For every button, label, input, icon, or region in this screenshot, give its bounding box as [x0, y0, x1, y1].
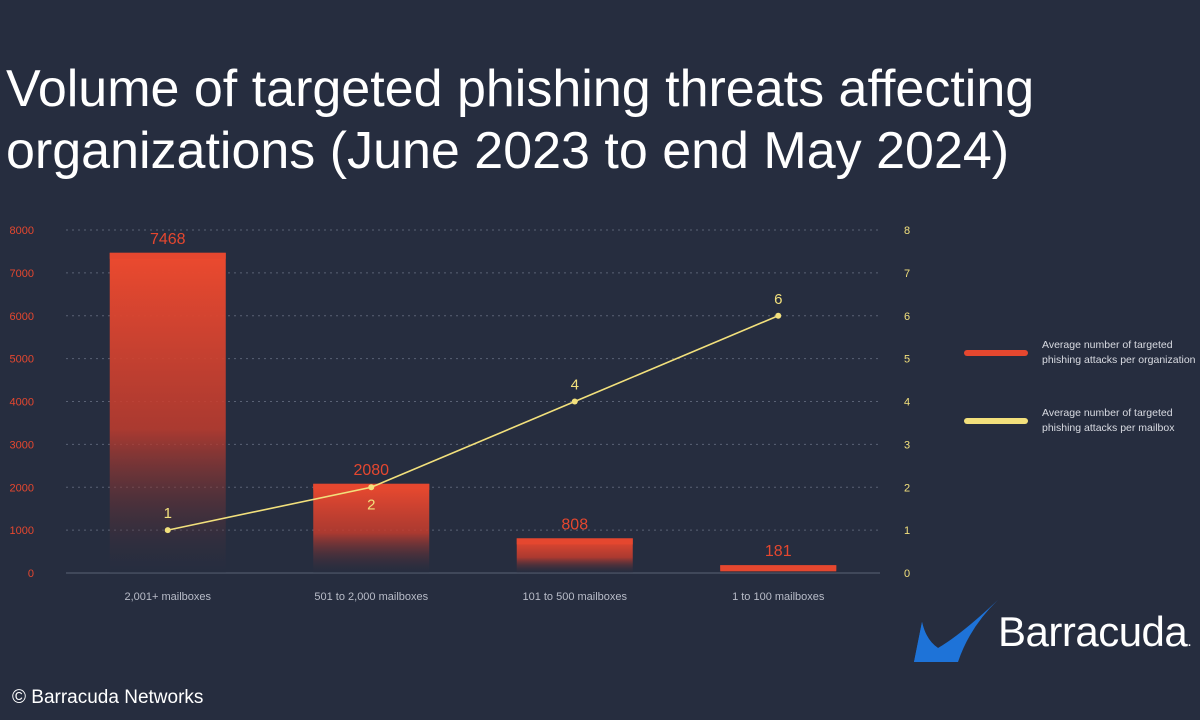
- left-tick-label: 3000: [10, 439, 34, 451]
- bar-cap: [516, 538, 633, 545]
- bar: [109, 252, 226, 573]
- legend-item-organization: Average number of targeted phishing atta…: [964, 338, 1200, 372]
- bar-value-label: 808: [561, 516, 588, 533]
- left-tick-label: 6000: [10, 311, 34, 323]
- copyright-notice: © Barracuda Networks: [12, 687, 204, 708]
- right-tick-label: 2: [904, 482, 910, 494]
- bar-group: 808: [516, 516, 633, 573]
- right-tick-label: 6: [904, 311, 910, 323]
- barracuda-fin-icon: [914, 599, 998, 662]
- bar-value-label: 181: [765, 543, 792, 560]
- category-label: 101 to 500 mailboxes: [522, 591, 627, 603]
- legend-label-mailbox: Average number of targeted phishing atta…: [1042, 407, 1175, 434]
- right-axis-ticks: 0 1 2 3 4 5 6 7 8: [904, 225, 910, 580]
- legend-item-mailbox: Average number of targeted phishing atta…: [964, 406, 1200, 440]
- barracuda-logo: Barracuda.: [912, 596, 1200, 666]
- left-tick-label: 4000: [10, 397, 34, 409]
- right-tick-label: 7: [904, 268, 910, 280]
- category-label: 1 to 100 mailboxes: [732, 591, 825, 603]
- right-tick-label: 1: [904, 525, 910, 537]
- right-tick-label: 5: [904, 354, 910, 366]
- bar-group: 2080: [313, 462, 430, 573]
- left-tick-label: 0: [28, 568, 34, 580]
- line-value-label: 2: [367, 496, 375, 513]
- left-axis-ticks: 0 1000 2000 3000 4000 5000 6000 7000 8000: [10, 225, 34, 580]
- left-tick-label: 1000: [10, 525, 34, 537]
- bar-group: 7468: [109, 231, 226, 573]
- line-value-label: 1: [164, 505, 172, 522]
- chart-title-line-2: organizations (June 2023 to end May 2024…: [6, 122, 1010, 180]
- left-tick-label: 8000: [10, 225, 34, 237]
- bar-cap: [109, 252, 226, 259]
- category-label: 501 to 2,000 mailboxes: [314, 591, 428, 603]
- left-tick-label: 7000: [10, 268, 34, 280]
- bar-series: 7468 2080 808 181: [109, 231, 837, 573]
- legend-line-swatch: [964, 418, 1028, 424]
- category-labels: 2,001+ mailboxes 501 to 2,000 mailboxes 10…: [124, 591, 824, 603]
- line-value-label: 4: [571, 377, 579, 394]
- bar-value-label: 2080: [353, 462, 389, 479]
- left-tick-label: 5000: [10, 354, 34, 366]
- chart-title-line-1: Volume of targeted phishing threats affe…: [6, 60, 1035, 118]
- line-point: [164, 527, 171, 534]
- bar: [313, 483, 430, 573]
- right-tick-label: 8: [904, 225, 910, 237]
- bar-group: 181: [720, 543, 837, 573]
- right-tick-label: 0: [904, 568, 910, 580]
- left-tick-label: 2000: [10, 482, 34, 494]
- right-tick-label: 4: [904, 397, 910, 409]
- bar-value-label: 7468: [150, 231, 186, 248]
- legend-bar-swatch: [964, 350, 1028, 356]
- line-path: [167, 315, 779, 531]
- line-point: [775, 312, 782, 319]
- barracuda-wordmark: Barracuda.: [998, 608, 1192, 655]
- line-point: [571, 398, 578, 405]
- right-tick-label: 3: [904, 439, 910, 451]
- bar-cap: [720, 565, 837, 572]
- line-point: [368, 484, 375, 491]
- line-series: 1 2 4 6: [164, 291, 782, 534]
- chart-title: Volume of targeted phishing threats affe…: [6, 58, 1200, 182]
- legend-label-organization: Average number of targeted phishing atta…: [1042, 339, 1196, 366]
- category-label: 2,001+ mailboxes: [124, 591, 211, 603]
- line-value-label: 6: [774, 291, 782, 308]
